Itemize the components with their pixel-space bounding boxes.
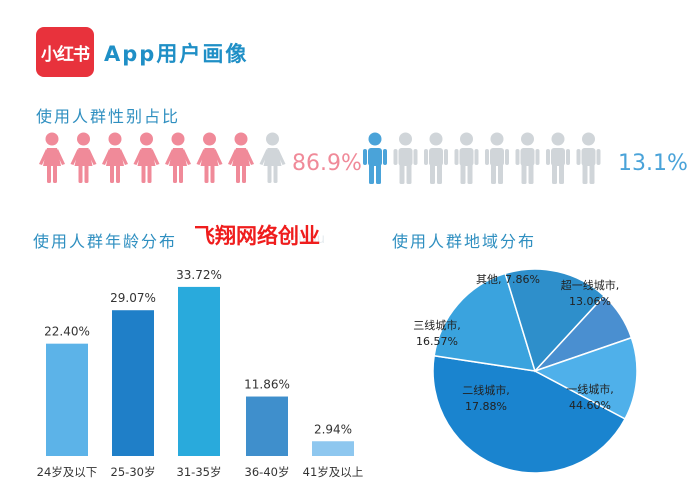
bar-value-label: 33.72% [176,268,222,282]
logo-text: 小红书 [41,44,90,65]
bar [246,396,288,456]
male-person-icon [515,132,540,184]
watermark-faint: zhizhu [283,232,325,247]
male-person-icon [393,132,418,184]
female-person-icon [196,132,223,183]
pie-data-label: 16.57% [416,335,458,348]
bar-value-label: 11.86% [244,378,290,392]
bar-category-label: 24岁及以下 [37,465,98,479]
bar [46,343,88,456]
female-person-icon [133,132,160,183]
watermark: 飞翔网络创业 [194,224,320,248]
pie-slice [433,272,537,372]
male-percentage: 13.1% [618,151,688,176]
female-person-icon [39,132,65,183]
female-person-icon [259,132,286,183]
female-person-icon [165,132,191,183]
bar-value-label: 22.40% [44,325,90,339]
pie-slice [432,354,627,474]
bar-value-label: 2.94% [314,422,352,436]
bar-category-label: 31-35岁 [177,465,222,479]
female-person-icon [228,132,254,183]
age-section-title: 使用人群年龄分布 [33,232,178,251]
pie-data-label: 超一线城市, [561,278,620,292]
app-logo: 小红书 [36,27,94,77]
male-person-icon [424,132,448,184]
male-person-icon [363,132,387,184]
bar-category-label: 41岁及以上 [303,465,364,479]
pie-slice [504,268,606,373]
male-person-icon [485,132,509,184]
male-person-icon [546,132,570,184]
pie-data-label: 二线城市, [462,383,510,397]
pie-slice [533,336,638,420]
pie-data-label: 三线城市, [413,318,461,332]
pie-data-label: 一线城市, [566,382,614,396]
pie-data-label: 17.88% [465,400,507,413]
region-section-title: 使用人群地域分布 [392,232,537,251]
bar [312,441,354,456]
bar-category-label: 25-30岁 [111,465,156,479]
pie-data-label: 13.06% [569,295,611,308]
page-title: App用户画像 [104,42,249,66]
bar [112,310,154,456]
male-person-icon [454,132,479,184]
female-person-icon [102,132,128,183]
female-person-icon [70,132,97,183]
gender-section-title: 使用人群性别占比 [36,107,181,126]
male-person-icon [576,132,601,184]
pie-data-label: 其他, 7.86% [476,273,540,286]
bar-value-label: 29.07% [110,291,156,305]
bar-category-label: 36-40岁 [245,465,290,479]
bar [178,286,220,456]
pie-data-label: 44.60% [569,399,611,412]
female-percentage: 86.9% [292,151,362,176]
